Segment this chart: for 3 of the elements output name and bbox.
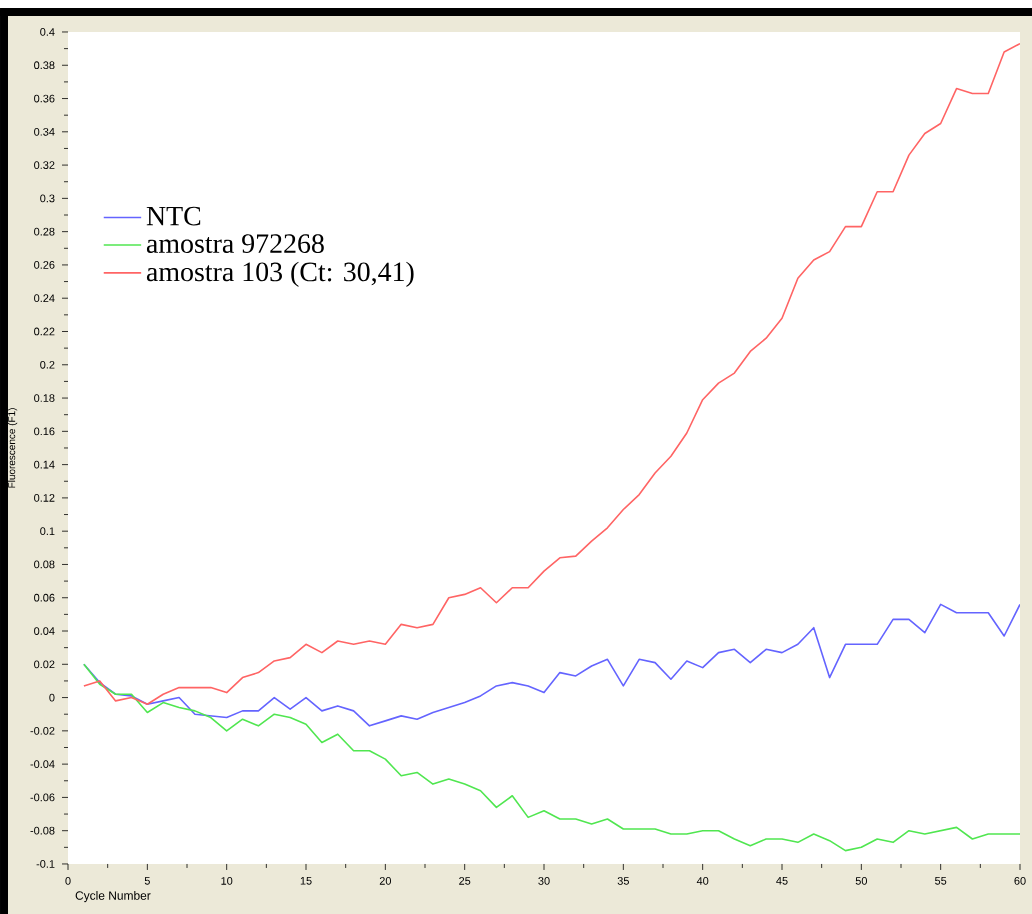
legend-label: NTC xyxy=(146,206,201,226)
legend-label: amostra 972268 xyxy=(146,234,324,253)
legend-label: amostra 103 (Ct: 30,41) xyxy=(146,261,414,287)
